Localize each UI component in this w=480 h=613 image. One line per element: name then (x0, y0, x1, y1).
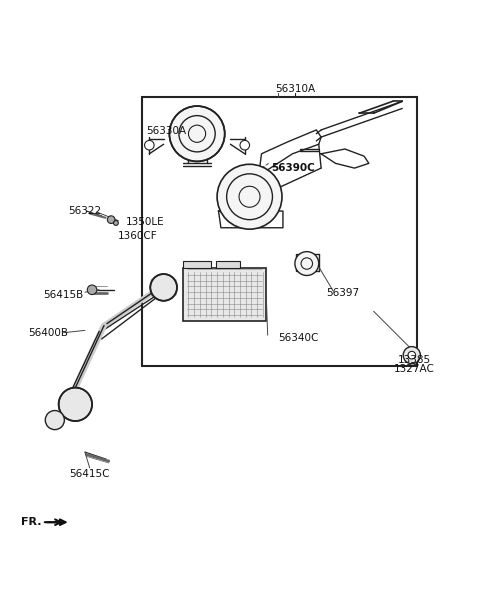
Circle shape (240, 140, 250, 150)
Bar (216, 261, 240, 268)
Text: 13385: 13385 (397, 355, 431, 365)
Circle shape (59, 387, 92, 421)
Circle shape (45, 411, 64, 430)
Text: 1350LE: 1350LE (125, 216, 164, 227)
Circle shape (108, 216, 115, 224)
Bar (183, 261, 211, 268)
Circle shape (295, 251, 319, 275)
Text: 56390C: 56390C (271, 163, 315, 173)
Circle shape (217, 164, 282, 229)
Text: 56397: 56397 (326, 288, 359, 298)
Circle shape (408, 351, 416, 359)
Circle shape (114, 221, 118, 226)
Circle shape (144, 140, 154, 150)
Text: FR.: FR. (22, 517, 42, 527)
Bar (142, 96, 417, 366)
Text: 56340C: 56340C (278, 332, 319, 343)
Text: 56415C: 56415C (70, 470, 110, 479)
Circle shape (87, 285, 97, 295)
Text: 56400B: 56400B (28, 328, 68, 338)
Circle shape (169, 106, 225, 161)
Bar (183, 268, 266, 321)
Circle shape (150, 274, 177, 301)
Circle shape (403, 346, 420, 364)
Text: 56330A: 56330A (146, 126, 186, 136)
FancyBboxPatch shape (161, 111, 233, 156)
Text: 56415B: 56415B (43, 289, 84, 300)
Text: 1327AC: 1327AC (394, 365, 434, 375)
Text: 1360CF: 1360CF (118, 231, 158, 241)
Text: 56310A: 56310A (275, 85, 315, 94)
Text: 56322: 56322 (68, 206, 101, 216)
